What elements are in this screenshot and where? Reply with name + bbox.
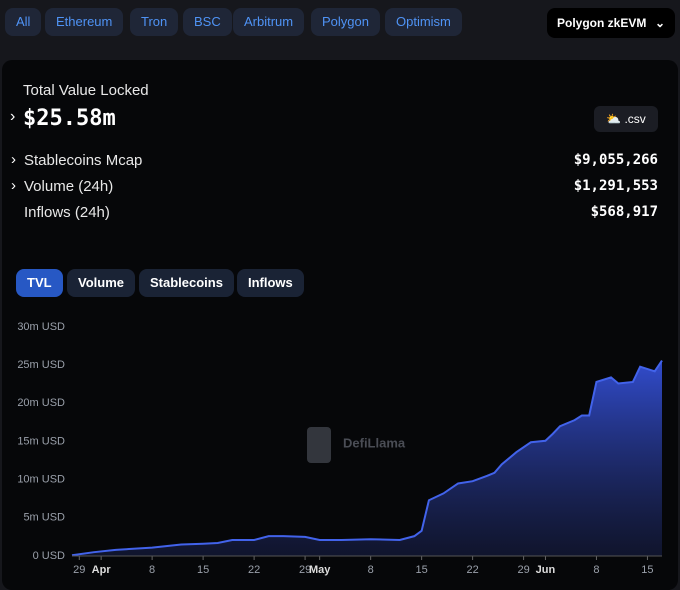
y-tick-label: 25m USD	[17, 359, 65, 371]
stat-value: $9,055,266	[573, 152, 658, 168]
chain-button[interactable]: BSC	[183, 8, 232, 36]
stat-value: $568,917	[590, 204, 658, 220]
y-tick-label: 5m USD	[23, 512, 65, 524]
x-tick-label: 15	[641, 564, 653, 576]
stat-label: Inflows (24h)	[24, 204, 110, 221]
chevron: ⌄	[654, 16, 665, 30]
chain-button[interactable]: Polygon	[311, 8, 380, 36]
x-tick-label: Jun	[536, 564, 556, 576]
x-tick-label: May	[309, 564, 331, 576]
csv-label: .csv	[624, 112, 646, 126]
line	[71, 360, 663, 557]
chain-button[interactable]: All	[5, 8, 42, 36]
y-tick-label: 0 USD	[33, 550, 65, 562]
x-tick-label: 15	[197, 564, 209, 576]
x-tick-label: 8	[368, 564, 374, 576]
expand[interactable]: ›	[11, 151, 16, 168]
x-tick-label: 22	[248, 564, 260, 576]
x-tick-label: 29	[517, 564, 529, 576]
chain-button[interactable]: Tron	[130, 8, 179, 36]
tvl-label: Total Value Locked	[23, 82, 149, 99]
x-tick-label: 29	[73, 564, 85, 576]
stat-value: $1,291,553	[573, 178, 658, 194]
chain-button[interactable]: Ethereum	[45, 8, 124, 36]
y-tick-label: 20m USD	[17, 397, 65, 409]
stat-label: Stablecoins Mcap	[24, 152, 143, 169]
chain-button[interactable]: Optimism	[385, 8, 462, 36]
y-tick-label: 10m USD	[17, 474, 65, 486]
watermark: DefiLlama	[343, 435, 406, 450]
expand[interactable]: ›	[11, 177, 16, 194]
tvl-value: $25.58m	[23, 106, 116, 131]
area	[72, 360, 662, 556]
y-tick-label: 30m USD	[17, 321, 65, 333]
csv-button[interactable]: ⛅ .csv	[594, 106, 658, 132]
chain-button[interactable]: Arbitrum	[233, 8, 305, 36]
tab[interactable]: Inflows	[237, 269, 304, 297]
x-tick-label: 8	[149, 564, 155, 576]
tab[interactable]: Stablecoins	[139, 269, 234, 297]
x-tick-label: 15	[416, 564, 428, 576]
expand[interactable]: ›	[10, 108, 16, 125]
chart: DefiLlama 0 USD 5m USD 10m USD 15m USD 20m US…	[17, 321, 663, 576]
tab[interactable]: Volume	[67, 269, 135, 297]
x-tick-label: 29	[299, 564, 311, 576]
stat-label: Volume (24h)	[24, 178, 114, 195]
x-tick-label: Apr	[92, 564, 112, 576]
y-tick-label: 15m USD	[17, 435, 65, 447]
watermark-logo	[307, 427, 331, 463]
chain-select[interactable]: Polygon zkEVM ⌄	[547, 8, 675, 38]
tab[interactable]: TVL	[16, 269, 63, 297]
x-tick-label: 22	[466, 564, 478, 576]
chain-select-label: Polygon zkEVM	[557, 16, 647, 30]
x-tick-label: 8	[593, 564, 599, 576]
